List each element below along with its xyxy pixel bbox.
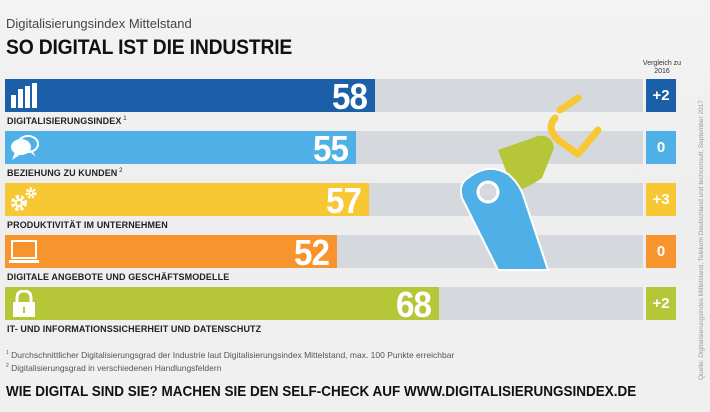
change-badge: +3 [646, 183, 676, 216]
category-label: DIGITALISIERUNGSINDEX 1 [7, 116, 127, 126]
source-note: Quelle: Digitalisierungsindex Mittelstan… [698, 100, 705, 380]
category-label: IT- UND INFORMATIONSSICHERHEIT UND DATEN… [7, 324, 262, 334]
bar-value-label: 57 [325, 180, 362, 221]
category-label: PRODUKTIVITÄT IM UNTERNEHMEN [7, 220, 168, 230]
bar: 68 [5, 284, 439, 325]
compare-header: Vergleich zu 2016 [642, 60, 682, 75]
gears-icon [9, 186, 39, 213]
robot-arm-illustration [459, 94, 602, 271]
footnote-1: 1 Durchschnittlicher Digitalisierungsgra… [6, 350, 455, 360]
change-badge: +2 [646, 79, 676, 112]
chat-bubbles-icon [9, 134, 39, 161]
category-label: BEZIEHUNG ZU KUNDEN 2 [7, 168, 123, 178]
bar: 57 [5, 180, 369, 221]
self-check-cta: WIE DIGITAL SIND SIE? MACHEN SIE DEN SEL… [6, 383, 637, 400]
bar-value-label: 68 [395, 284, 432, 325]
bar-value-label: 52 [293, 232, 330, 273]
chart-title: SO DIGITAL IST DIE INDUSTRIE [6, 36, 293, 59]
bar-value-label: 55 [312, 128, 349, 169]
bar: 58 [5, 76, 376, 117]
change-badge: 0 [646, 235, 676, 268]
bar: 52 [5, 232, 337, 273]
laptop-icon [9, 238, 39, 265]
bar-value-label: 58 [332, 76, 368, 117]
bar: 55 [5, 128, 356, 169]
footnote-2: 2 Digitalisierungsgrad in verschiedenen … [6, 363, 222, 373]
chart-subtitle: Digitalisierungsindex Mittelstand [6, 16, 192, 31]
change-badge: +2 [646, 287, 676, 320]
bar-chart-icon [9, 82, 39, 109]
padlock-icon [9, 289, 39, 317]
change-badge: 0 [646, 131, 676, 164]
category-label: DIGITALE ANGEBOTE UND GESCHÄFTSMODELLE [7, 272, 230, 282]
